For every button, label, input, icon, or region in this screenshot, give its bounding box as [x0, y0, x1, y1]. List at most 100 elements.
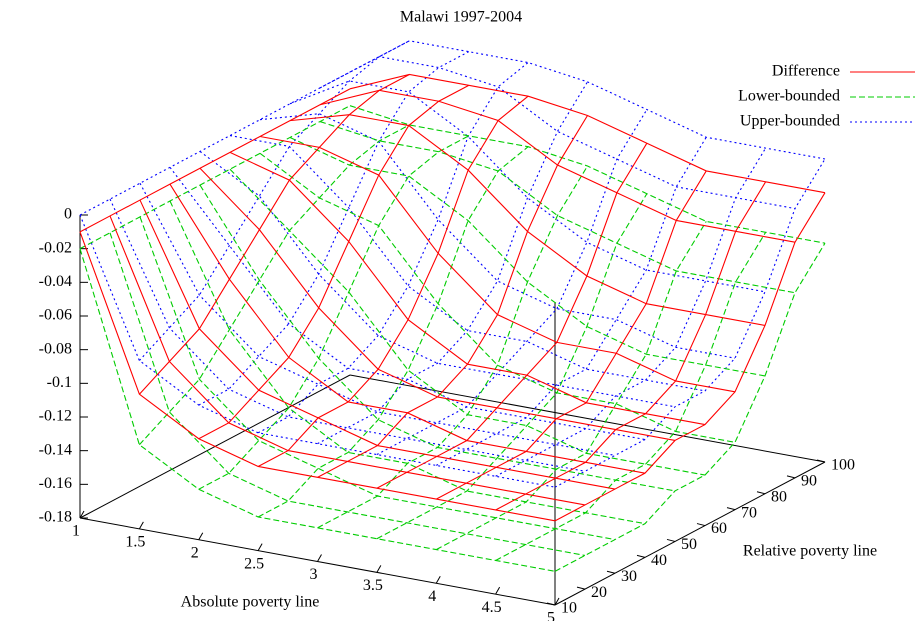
x-tick [257, 543, 263, 551]
surface-row [349, 40, 826, 160]
x-tick-label: 1 [72, 523, 80, 540]
y-tick-label: 30 [621, 568, 637, 585]
surface-row [259, 135, 736, 393]
y-tick [696, 523, 706, 527]
z-tick-label: -0.02 [39, 239, 72, 256]
surface-column [257, 62, 529, 434]
x-tick-label: 1.5 [125, 534, 145, 551]
surface-column [198, 84, 470, 440]
x-tick [495, 586, 501, 595]
x-tick-label: 2 [191, 544, 199, 561]
y-tick-label: 50 [681, 536, 697, 553]
y-tick-label: 80 [771, 488, 787, 505]
y-tick-label: 90 [801, 473, 817, 490]
x-tick [198, 532, 204, 540]
z-tick-label: -0.14 [39, 441, 72, 458]
y-tick [726, 507, 736, 511]
y-tick [636, 554, 646, 558]
x-tick [376, 565, 382, 573]
surface-row [229, 168, 706, 476]
y-tick [786, 475, 796, 479]
surface-row [319, 56, 796, 210]
x-tick [138, 521, 144, 530]
z-tick-label: -0.16 [39, 475, 72, 492]
surface-column [79, 105, 351, 250]
y-tick-label: 20 [591, 584, 607, 601]
x-tick [79, 510, 85, 519]
axis-base-edge [349, 374, 826, 463]
legend-label: Difference [772, 63, 840, 80]
y-tick [756, 491, 766, 495]
surface-column [257, 95, 529, 467]
legend-label: Upper-bounded [740, 113, 840, 130]
y-tick [816, 459, 826, 463]
surface-row [199, 151, 676, 408]
surface-column [138, 73, 410, 395]
surface-column [376, 142, 648, 489]
z-tick-label: -0.18 [39, 509, 72, 526]
surface-row [349, 105, 826, 244]
surface-row [289, 80, 766, 293]
surface-column [435, 221, 707, 551]
axis-base-edge [554, 461, 826, 606]
surface-column [257, 146, 529, 518]
surface-column [79, 71, 351, 216]
surface-column [554, 242, 826, 572]
y-tick [606, 570, 616, 574]
surface-row [169, 200, 646, 525]
z-tick-label: -0.06 [39, 307, 72, 324]
x-tick-label: 4.5 [482, 599, 502, 616]
surface-column [138, 124, 410, 446]
surface-row [109, 232, 586, 556]
y-tick-label: 100 [831, 457, 855, 474]
y-tick-label: 70 [741, 504, 757, 521]
surface-column [317, 81, 588, 445]
surface-column [376, 193, 648, 540]
surface-row [289, 136, 766, 377]
surface-row [79, 214, 556, 488]
z-tick-label: 0 [64, 206, 72, 223]
chart-title: Malawi 1997-2004 [400, 9, 522, 26]
surface-column [495, 181, 767, 511]
x-tick [435, 576, 441, 584]
surface-row [259, 152, 736, 443]
y-tick [546, 602, 556, 606]
surface-row [169, 167, 646, 441]
surface-row [169, 183, 646, 474]
x-axis-label: Absolute poverty line [181, 594, 320, 611]
surface-column [495, 147, 767, 477]
surface-column [435, 170, 707, 500]
x-tick-label: 5 [547, 610, 555, 621]
y-tick [576, 586, 586, 590]
surface-column [198, 51, 470, 406]
surface-column [554, 158, 826, 488]
surface-row [259, 113, 736, 359]
z-tick-label: -0.12 [39, 408, 72, 425]
surface-column [317, 165, 588, 529]
surface-row [319, 121, 796, 294]
y-tick-label: 10 [561, 600, 577, 617]
surface-column [138, 40, 410, 361]
x-tick [317, 554, 322, 562]
x-tick-label: 2.5 [244, 555, 264, 572]
x-tick-label: 3 [310, 566, 318, 583]
surface-row [139, 216, 616, 541]
surface-column [317, 115, 588, 478]
x-tick-label: 3.5 [363, 577, 383, 594]
surface-column [376, 109, 648, 456]
surface-row [109, 198, 586, 472]
y-tick-label: 40 [651, 552, 667, 569]
surface-column [198, 135, 470, 490]
y-tick [666, 538, 676, 542]
surface-row [229, 151, 706, 426]
x-tick-label: 4 [428, 588, 436, 605]
surface-row [79, 248, 556, 572]
surface-column [435, 136, 707, 466]
y-axis-label: Relative poverty line [743, 543, 877, 560]
y-tick-label: 60 [711, 520, 727, 537]
z-tick-label: -0.1 [47, 374, 72, 391]
surface-column [495, 232, 767, 561]
surface-column [554, 192, 826, 522]
legend-label: Lower-bounded [738, 88, 840, 105]
